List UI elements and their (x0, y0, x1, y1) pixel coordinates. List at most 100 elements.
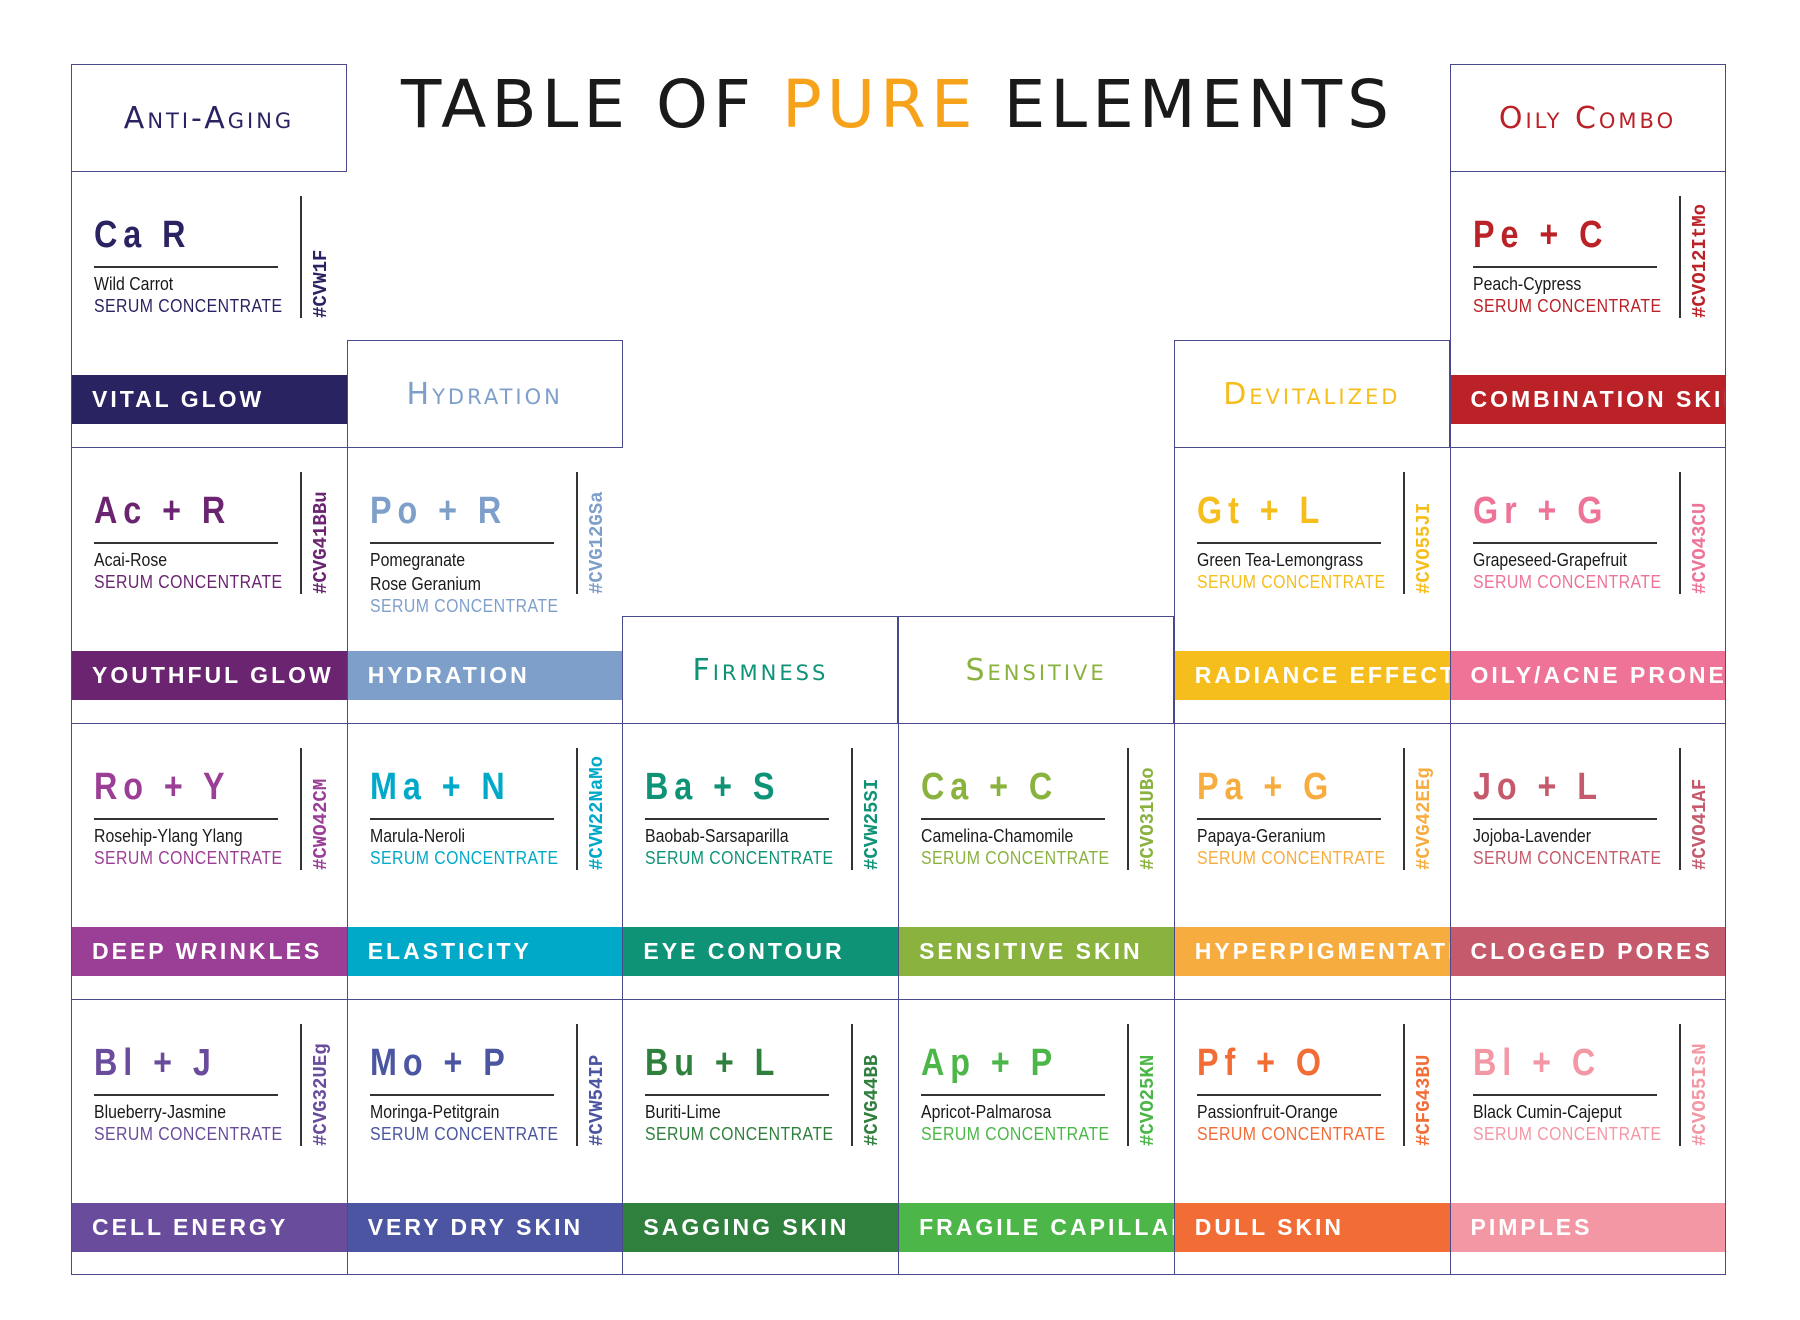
title-accent: PURE (781, 66, 978, 143)
product-code: #CFG43BU (1412, 1054, 1435, 1146)
benefit-band: HYPERPIGMENTATION (1174, 927, 1450, 976)
serum-label: SERUM CONCENTRATE (369, 848, 559, 868)
element-cell: Ca + C Camelina-Chamomile SERUM CONCENTR… (898, 723, 1175, 999)
element-symbol: Bl + C (1472, 1042, 1601, 1084)
divider (1472, 1094, 1657, 1096)
product-code: #CVW22NaMo (585, 755, 608, 870)
element-symbol: Ca R (94, 214, 192, 256)
benefit-band: DEEP WRINKLES (72, 927, 347, 976)
divider (300, 472, 302, 594)
divider (851, 1024, 854, 1146)
element-cell: Gr + G Grapeseed-Grapefruit SERUM CONCEN… (1449, 447, 1726, 723)
benefit-band: PIMPLES (1450, 1203, 1725, 1252)
element-symbol: Jo + L (1472, 766, 1603, 808)
divider (1678, 472, 1681, 594)
serum-label: SERUM CONCENTRATE (1472, 848, 1661, 868)
divider (851, 748, 854, 870)
divider (1127, 748, 1130, 870)
product-name: Jojoba-Lavender (1472, 826, 1591, 846)
divider (94, 266, 278, 268)
divider (1402, 748, 1405, 870)
product-name: Apricot-Palmarosa (921, 1102, 1052, 1122)
product-code: #CVW54IP (585, 1054, 608, 1146)
element-symbol: Pf + O (1196, 1042, 1327, 1084)
divider (575, 472, 578, 594)
serum-label: SERUM CONCENTRATE (1472, 572, 1661, 592)
divider (1472, 266, 1657, 268)
element-symbol: Bl + J (94, 1042, 217, 1084)
divider (921, 1094, 1106, 1096)
serum-label: SERUM CONCENTRATE (1196, 572, 1386, 592)
divider (369, 818, 554, 820)
element-symbol: Ba + S (645, 766, 781, 808)
product-code: #CVO31UBo (1137, 767, 1160, 870)
element-symbol: Ap + P (921, 1042, 1059, 1084)
element-cell: Jo + L Jojoba-Lavender SERUM CONCENTRATE… (1449, 723, 1726, 999)
element-cell: Ro + Y Rosehip-Ylang Ylang SERUM CONCENT… (71, 723, 347, 999)
serum-label: SERUM CONCENTRATE (94, 296, 283, 316)
element-symbol: Pe + C (1472, 214, 1608, 256)
serum-label: SERUM CONCENTRATE (94, 572, 283, 592)
element-cell: Bl + J Blueberry-Jasmine SERUM CONCENTRA… (71, 999, 347, 1275)
serum-label: SERUM CONCENTRATE (369, 596, 559, 616)
divider (1196, 542, 1381, 544)
element-symbol: Ro + Y (94, 766, 231, 808)
product-code: #CVG44BB (861, 1054, 884, 1146)
benefit-band: VITAL GLOW (72, 375, 347, 424)
element-symbol: Gt + L (1196, 490, 1325, 532)
product-name: Rose Geranium (369, 574, 481, 594)
product-name: Grapeseed-Grapefruit (1472, 550, 1627, 570)
serum-label: SERUM CONCENTRATE (921, 848, 1110, 868)
divider (1472, 542, 1657, 544)
serum-label: SERUM CONCENTRATE (369, 1124, 559, 1144)
divider (94, 542, 278, 544)
product-name: Rosehip-Ylang Ylang (94, 826, 243, 846)
benefit-band: CLOGGED PORES (1450, 927, 1725, 976)
divider (1127, 1024, 1130, 1146)
benefit-band: ELASTICITY (347, 927, 623, 976)
element-cell: Pa + G Papaya-Geranium SERUM CONCENTRATE… (1173, 723, 1450, 999)
product-name: Papaya-Geranium (1196, 826, 1326, 846)
category-header: Oily Combo (1449, 64, 1726, 171)
divider (645, 1094, 830, 1096)
category-header: Hydration (346, 340, 623, 447)
divider (300, 748, 302, 870)
product-name: Pomegranate (369, 550, 465, 570)
product-code: #CVG42EEg (1412, 767, 1435, 870)
product-code: #CVW1F (310, 249, 332, 318)
product-code: #CVO41AF (1688, 778, 1711, 870)
product-name: Peach-Cypress (1472, 274, 1581, 294)
element-symbol: Po + R (369, 490, 507, 532)
divider (921, 818, 1106, 820)
element-cell: Ac + R Acai-Rose SERUM CONCENTRATE #CVG4… (71, 447, 347, 723)
serum-label: SERUM CONCENTRATE (94, 848, 283, 868)
product-name: Black Cumin-Cajeput (1472, 1102, 1622, 1122)
product-name: Acai-Rose (94, 550, 168, 570)
product-name: Camelina-Chamomile (921, 826, 1074, 846)
benefit-band: OILY/ACNE PRONE (1450, 651, 1725, 700)
divider (300, 1024, 302, 1146)
benefit-band: CELL ENERGY (72, 1203, 347, 1252)
element-cell: Mo + P Moringa-Petitgrain SERUM CONCENTR… (346, 999, 623, 1275)
divider (1402, 472, 1405, 594)
divider (1678, 1024, 1681, 1146)
element-symbol: Mo + P (369, 1042, 511, 1084)
product-name: Baobab-Sarsaparilla (645, 826, 789, 846)
element-symbol: Ma + N (369, 766, 511, 808)
serum-label: SERUM CONCENTRATE (94, 1124, 283, 1144)
serum-label: SERUM CONCENTRATE (1472, 1124, 1661, 1144)
element-symbol: Ac + R (94, 490, 232, 532)
benefit-band: DULL SKIN (1174, 1203, 1450, 1252)
divider (1472, 818, 1657, 820)
product-code: #CVO12ItMo (1688, 203, 1711, 318)
product-name: Wild Carrot (94, 274, 174, 294)
product-name: Moringa-Petitgrain (369, 1102, 500, 1122)
serum-label: SERUM CONCENTRATE (1196, 1124, 1386, 1144)
element-cell: Bu + L Buriti-Lime SERUM CONCENTRATE #CV… (622, 999, 899, 1275)
product-name: Passionfruit-Orange (1196, 1102, 1338, 1122)
title-text: ELEMENTS (977, 66, 1395, 143)
product-name: Marula-Neroli (369, 826, 465, 846)
divider (1196, 1094, 1381, 1096)
category-header: Sensitive (898, 616, 1175, 723)
element-symbol: Pa + G (1196, 766, 1334, 808)
